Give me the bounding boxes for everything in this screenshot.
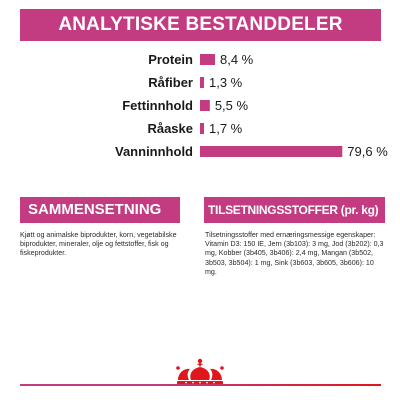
category-label-rafiber: Råfiber [148,75,193,90]
value-label-raaske: 1,7 % [209,121,243,136]
footer-divider [20,384,381,386]
composition-heading: SAMMENSETNING [20,197,180,223]
value-label-rafiber: 1,3 % [209,75,243,90]
analytical-constituents-header: ANALYTISKE BESTANDDELER [20,9,381,41]
category-label-fettinnhold: Fettinnhold [122,98,193,113]
category-label-raaske: Råaske [147,121,193,136]
analytical-constituents-chart: Protein 8,4 % Råfiber 1,3 % Fettinnhold 5,5 %… [115,52,388,159]
bar-fettinnhold [200,100,210,111]
additives-text: Tilsetningsstoffer med ernæringsmessige … [205,231,384,276]
additives-heading: TILSETNINGSSTOFFER (pr. kg) [204,197,385,223]
category-label-protein: Protein [148,52,193,67]
category-label-vanninnhold: Vanninnhold [115,144,193,159]
bar-raaske [200,123,204,134]
composition-text: Kjøtt og animalske biprodukter, korn, ve… [20,231,177,258]
bar-rafiber [200,77,204,88]
crown-icon [176,358,224,385]
value-label-fettinnhold: 5,5 % [215,98,249,113]
bar-vanninnhold [200,146,343,157]
bar-protein [200,54,216,65]
value-label-protein: 8,4 % [220,52,254,67]
value-label-vanninnhold: 79,6 % [347,144,388,159]
